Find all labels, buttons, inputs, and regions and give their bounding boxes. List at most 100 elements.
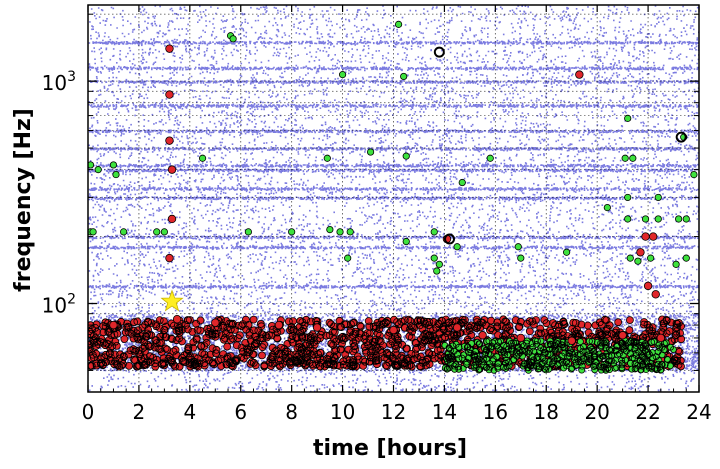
x-tick-label: 8 [285,400,298,424]
green-event-point [229,35,237,43]
green-event-point [486,154,494,162]
background-trigger-points [88,5,699,392]
green-event-point [654,215,662,223]
green-event-point [153,228,161,236]
green-event-point [682,215,690,223]
green-event-point [88,161,95,169]
green-event-point [336,228,344,236]
green-event-point [621,154,629,162]
green-event-point [109,161,118,169]
green-event-point [288,228,296,236]
green-event-point [629,154,637,162]
red-event-point [165,253,174,263]
green-event-point [402,152,410,160]
red-event-point [643,281,653,291]
green-event-point [430,254,438,262]
red-event-point [656,333,666,343]
green-event-point [690,170,698,179]
green-event-point [634,257,642,265]
green-event-point [626,254,634,262]
green-event-point [641,215,650,223]
green-event-point [198,154,207,162]
green-event-point [682,254,690,262]
green-event-cluster [441,337,677,374]
green-event-point [430,228,438,236]
green-event-point [323,154,331,162]
x-tick-label: 16 [483,400,508,424]
green-event-point [624,114,632,122]
red-event-point [516,333,525,343]
green-event-point [120,228,128,236]
green-event-point [624,193,632,202]
green-event-point [517,254,525,262]
green-event-point [400,72,408,81]
red-event-point [211,318,220,327]
event-marker-layer [88,20,698,374]
star-marker [160,289,184,312]
green-event-point [675,215,683,223]
green-event-point [672,260,680,268]
red-event-point [165,90,174,99]
y-axis-title: frequency [Hz] [11,108,36,292]
red-event-point [172,315,182,324]
red-event-point [167,214,177,224]
x-tick-label: 0 [82,400,95,424]
green-event-point [514,243,522,251]
red-event-point [575,70,584,79]
green-event-point [89,228,97,236]
red-event-point [636,248,645,257]
red-event-point [167,165,177,174]
x-tick-label: 12 [381,400,406,424]
green-event-point [435,260,443,268]
black-ring-point [444,233,456,245]
red-event-point [389,325,398,335]
green-event-point [366,148,375,156]
red-event-point [109,320,118,330]
black-ring-point [433,46,445,58]
green-event-point [453,243,461,251]
x-tick-label: 20 [584,400,609,424]
red-event-point [648,232,658,241]
green-event-point [603,203,611,212]
x-tick-label: 6 [234,400,247,424]
red-event-point [165,136,174,145]
green-event-point [244,228,252,236]
red-event-point [165,44,174,53]
green-event-point [338,71,347,79]
green-event-point [563,248,571,256]
x-axis-title: time [hours] [313,436,467,461]
green-event-point [346,228,354,236]
green-event-point [654,193,662,202]
green-event-point [344,254,352,262]
red-event-point [478,331,487,340]
y-tick-label: 102 [42,292,76,318]
x-tick-label: 4 [183,400,196,424]
green-event-point [94,166,102,174]
x-tick-label: 10 [330,400,355,424]
x-tick-label: 24 [686,400,711,424]
red-event-point [312,323,322,332]
green-event-point [624,215,632,223]
green-event-point [326,225,334,234]
green-event-point [647,254,655,262]
red-event-point [274,320,284,330]
green-event-point [160,228,168,236]
x-tick-label: 18 [534,400,559,424]
green-event-point [433,267,441,275]
x-tick-label: 22 [635,400,660,424]
black-ring-point [675,131,687,143]
background-trigger-layer [88,5,699,392]
green-event-point [402,237,410,246]
red-event-point [618,331,627,340]
red-event-point [567,336,576,345]
x-tick-label: 2 [133,400,146,424]
x-tick-label: 14 [432,400,457,424]
green-event-point [458,178,466,187]
red-event-point [452,323,462,332]
green-event-point [394,20,403,28]
green-event-point [112,170,120,179]
red-event-point [651,290,660,299]
y-tick-label: 103 [42,69,76,95]
